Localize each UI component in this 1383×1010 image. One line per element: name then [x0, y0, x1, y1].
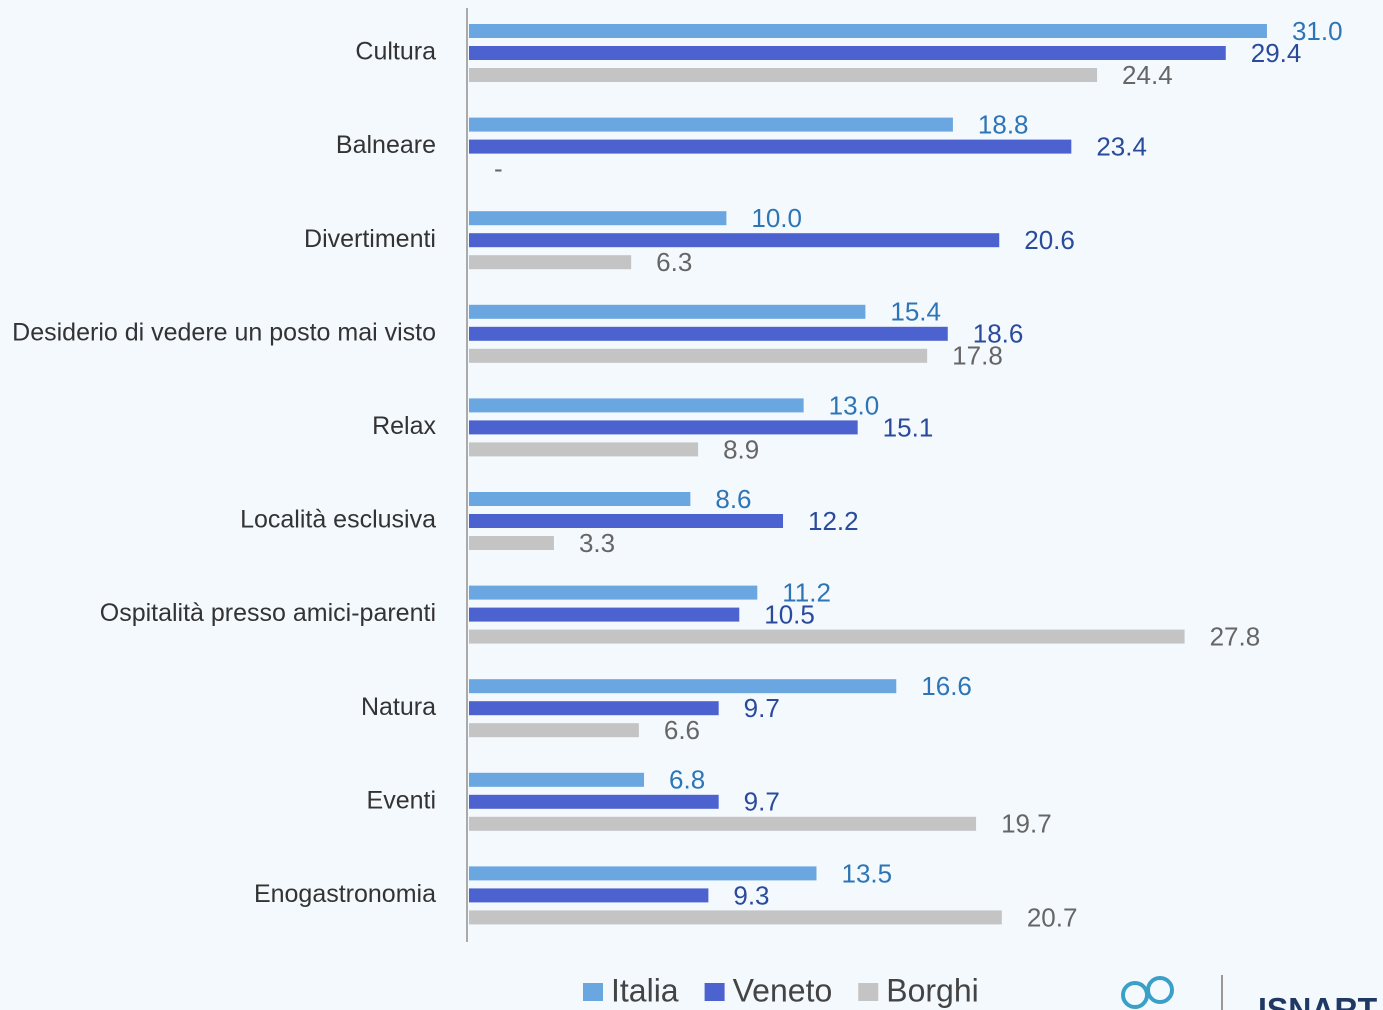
bar: [469, 46, 1226, 60]
bar: [469, 607, 740, 622]
bar: [469, 304, 866, 319]
bar: [469, 211, 727, 226]
value-label: 9.7: [744, 787, 780, 817]
value-label: 20.6: [1024, 225, 1075, 255]
bar: [469, 398, 804, 413]
bar: [469, 866, 817, 881]
value-label: 31.0: [1292, 16, 1343, 46]
value-label: 15.1: [883, 412, 934, 442]
category-label: Relax: [372, 412, 436, 440]
value-label: 29.4: [1251, 38, 1302, 68]
category-label: Desiderio di vedere un posto mai visto: [12, 318, 436, 346]
bar: [469, 68, 1098, 82]
bar: [469, 514, 784, 528]
value-label: 6.6: [664, 715, 700, 745]
logo-icon: [1121, 981, 1149, 1009]
bar: [469, 492, 691, 506]
legend-label: Veneto: [733, 972, 833, 1008]
value-label: 19.7: [1001, 809, 1052, 839]
value-label: 16.6: [921, 671, 972, 701]
value-label: 8.6: [715, 484, 751, 514]
value-label: 13.0: [829, 390, 880, 420]
legend-swatch: [704, 983, 725, 1001]
value-label: 23.4: [1096, 131, 1147, 161]
category-label: Natura: [361, 693, 436, 721]
bar: [469, 701, 719, 716]
value-label: 12.2: [808, 506, 859, 536]
value-label: 27.8: [1210, 621, 1261, 651]
value-label: 9.3: [733, 880, 769, 910]
legend-label: Borghi: [886, 972, 979, 1008]
bar: [469, 536, 554, 550]
value-label: 10.5: [764, 599, 815, 629]
category-label: Ospitalità presso amici-parenti: [100, 599, 436, 627]
value-label: 20.7: [1027, 902, 1078, 932]
logo-icon: [1146, 976, 1174, 1004]
category-label: Balneare: [336, 131, 436, 159]
bar: [469, 679, 897, 694]
bar: [469, 326, 948, 341]
legend-swatch: [583, 983, 603, 1001]
category-label: Eventi: [367, 786, 436, 814]
category-label: Enogastronomia: [254, 880, 436, 908]
category-label: Località esclusiva: [240, 506, 436, 534]
value-label: 6.3: [656, 247, 692, 277]
value-label: 8.9: [723, 434, 759, 464]
bar: [469, 772, 645, 787]
bar: [469, 233, 1000, 248]
value-label: 11.2: [782, 577, 831, 607]
value-label: -: [494, 153, 503, 183]
value-label: 6.8: [669, 765, 705, 795]
bar: [469, 139, 1072, 154]
bar: [469, 348, 928, 363]
legend-label: Italia: [611, 972, 679, 1008]
bar: [469, 255, 632, 270]
bar: [469, 442, 699, 457]
bar: [469, 585, 758, 600]
value-label: 9.7: [744, 693, 780, 723]
bar: [469, 723, 639, 738]
logo-text: ISNART: [1258, 991, 1378, 1010]
logo: ISNART: [1121, 975, 1378, 1010]
bar: [469, 117, 953, 132]
value-label: 10.0: [751, 203, 802, 233]
value-label: 17.8: [952, 341, 1003, 371]
bar: [469, 629, 1185, 644]
bar: [469, 794, 719, 809]
category-label: Divertimenti: [304, 225, 436, 253]
category-label: Cultura: [355, 38, 436, 66]
value-label: 15.4: [890, 297, 941, 327]
bar: [469, 420, 858, 435]
bar: [469, 910, 1002, 925]
value-label: 24.4: [1122, 60, 1173, 90]
bar: [469, 24, 1267, 38]
value-label: 18.8: [978, 109, 1029, 139]
value-label: 13.5: [841, 858, 892, 888]
bar: [469, 816, 977, 831]
value-label: 18.6: [973, 319, 1024, 349]
bar: [469, 888, 709, 903]
legend-swatch: [858, 983, 879, 1001]
value-label: 3.3: [579, 528, 615, 558]
